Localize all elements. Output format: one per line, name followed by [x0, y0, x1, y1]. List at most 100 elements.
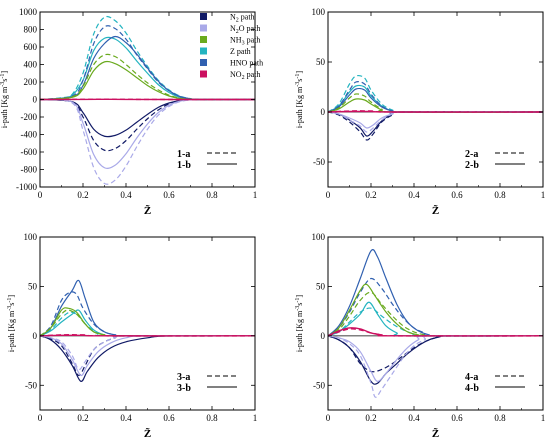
- legend-swatch: [200, 36, 207, 43]
- series-nh3-a: [39, 53, 256, 101]
- series-n2-b: [327, 335, 544, 385]
- legend-label: NO2 path: [230, 70, 260, 81]
- plot-frame: [39, 236, 256, 411]
- y-tick-label: 0: [321, 107, 326, 117]
- series-n2o-a: [327, 334, 544, 398]
- case-a-label: 4-a: [465, 372, 478, 383]
- plot-frame: [327, 236, 544, 411]
- y-tick-label: 800: [24, 25, 38, 35]
- series-nh3-a: [327, 291, 544, 337]
- legend-label: Z path: [230, 47, 251, 56]
- x-tick-label: 1: [541, 413, 546, 423]
- legend-label: NH3 path: [230, 36, 260, 47]
- case-b-label: 1-b: [177, 160, 191, 171]
- panel-1: 0 0.2 0.4 0.6 0.8 1 -1000 -800 -600 -400 -200 0 200 4…: [0, 7, 257, 217]
- x-tick-label: 0: [38, 190, 43, 200]
- series-n2o-a: [39, 98, 256, 185]
- legend-swatch: [200, 24, 207, 32]
- series-nh3-a: [327, 93, 544, 113]
- y-tick-label: 50: [316, 57, 326, 67]
- series-no2-b: [327, 110, 544, 113]
- series-z-a: [39, 15, 256, 101]
- series-hno-b: [327, 248, 544, 337]
- series-n2o-a: [327, 111, 544, 133]
- x-axis-label: Z̃: [432, 427, 439, 438]
- series-n2o-b: [39, 98, 256, 170]
- x-tick-label: 0: [326, 413, 331, 423]
- y-tick-label: -50: [25, 380, 37, 390]
- series-n2-b: [327, 111, 544, 137]
- series-z-b: [39, 309, 256, 337]
- series-hno-a: [327, 81, 544, 113]
- y-tick-label: 0: [33, 95, 38, 105]
- y-axis-label: i-path [Kg m-3s-1]: [7, 295, 16, 352]
- x-tick-label: 0.8: [206, 413, 218, 423]
- y-tick-label: -800: [21, 165, 38, 175]
- legend-label: N2O path: [230, 24, 260, 35]
- y-tick-label: 0: [321, 331, 326, 341]
- series-no2-a: [327, 328, 544, 337]
- series-no2-b: [327, 327, 544, 337]
- series-nh3-b: [327, 283, 544, 337]
- y-tick-label: 600: [24, 42, 38, 52]
- y-tick-label: 50: [28, 281, 38, 291]
- legend-swatch: [200, 59, 207, 66]
- case-a-label: 3-a: [177, 372, 190, 383]
- panel-3: 0 0.2 0.4 0.6 0.8 1 -50 0 50 100 Z̃ i-path [Kg m-3s…: [7, 232, 257, 438]
- y-tick-label: 100: [312, 232, 326, 242]
- case-b-label: 3-b: [177, 383, 191, 394]
- series-hno-a: [39, 25, 256, 101]
- panel-4: 0 0.2 0.4 0.6 0.8 1 -50 0 50 100 Z̃ i-path [Kg m-3s…: [295, 232, 545, 438]
- series-hno-b: [39, 279, 256, 337]
- x-tick-label: 0.2: [365, 190, 376, 200]
- series-n2-b: [39, 335, 256, 382]
- y-tick-label: -1000: [16, 182, 37, 192]
- legend-swatch: [200, 70, 207, 78]
- x-tick-label: 0.8: [494, 413, 506, 423]
- y-axis-label: i-path [Kg m-3s-1]: [295, 295, 304, 352]
- y-tick-label: 200: [24, 77, 38, 87]
- y-tick-label: 100: [24, 232, 38, 242]
- legend-label: N2 path: [230, 13, 255, 24]
- x-tick-label: 0.2: [77, 190, 88, 200]
- x-axis-label: Z̃: [432, 204, 439, 217]
- x-axis-label: Z̃: [144, 427, 151, 438]
- series-z-a: [39, 311, 256, 337]
- x-tick-label: 1: [541, 190, 546, 200]
- x-tick-label: 0.4: [408, 190, 420, 200]
- y-tick-label: 1000: [19, 7, 38, 17]
- legend-label: HNO path: [230, 59, 263, 68]
- x-tick-label: 0.2: [365, 413, 376, 423]
- x-tick-label: 0.8: [494, 190, 506, 200]
- x-tick-label: 0.4: [120, 190, 132, 200]
- x-axis-label: Z̃: [144, 204, 151, 217]
- y-tick-label: -50: [313, 380, 325, 390]
- legend-swatch: [200, 13, 207, 20]
- series-n2o-a: [39, 335, 256, 371]
- y-tick-label: 400: [24, 60, 38, 70]
- y-tick-label: -600: [21, 147, 38, 157]
- x-tick-label: 0: [326, 190, 331, 200]
- series-z-b: [327, 301, 544, 337]
- y-tick-label: 0: [33, 331, 38, 341]
- x-tick-label: 1: [253, 190, 258, 200]
- series-nh3-b: [327, 98, 544, 113]
- y-tick-label: 100: [312, 7, 326, 17]
- series-hno-a: [327, 277, 544, 337]
- series-n2-a: [39, 98, 256, 152]
- series-z-a: [327, 74, 544, 113]
- series-no2-b: [39, 334, 256, 337]
- x-tick-label: 0.6: [451, 190, 463, 200]
- series-z-a: [327, 307, 544, 337]
- x-tick-label: 0.8: [206, 190, 218, 200]
- y-axis-label: i-path [Kg m-3s-1]: [0, 71, 9, 128]
- x-tick-label: 1: [253, 413, 258, 423]
- case-a-label: 1-a: [177, 149, 190, 160]
- case-a-label: 2-a: [465, 149, 478, 160]
- panel-2: 0 0.2 0.4 0.6 0.8 1 -50 0 50 100 Z̃ i-path [Kg m-3s…: [295, 7, 545, 217]
- case-b-label: 4-b: [465, 383, 479, 394]
- series-n2o-b: [327, 334, 544, 382]
- x-tick-label: 0.4: [120, 413, 132, 423]
